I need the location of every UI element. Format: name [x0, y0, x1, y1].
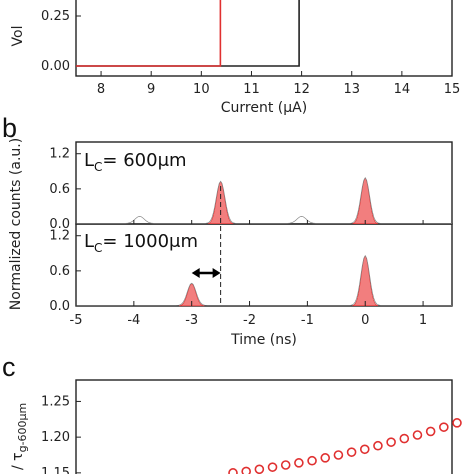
panel-b-xtick-label: -5 — [70, 313, 83, 328]
panel-b-trace — [76, 254, 452, 306]
panel-c-letter: c — [2, 352, 16, 382]
panel-a-ylabel: Vol — [10, 26, 26, 47]
panel-a-series-red — [76, 0, 222, 67]
panel-a-xticks: 8 9 10 11 12 13 14 15 — [97, 71, 460, 97]
panel-a-xtick-label: 10 — [193, 82, 210, 97]
lc-1000-label-value: = 1000μm — [102, 231, 198, 252]
panel-b-content: 0.00.61.20.00.61.2-5 -4 -3 -2 -1 0 1 — [49, 147, 452, 328]
panel-c-point — [241, 466, 251, 474]
panel-c: c / τg-600μm 1.15 1.20 1.25 — [2, 352, 462, 474]
lc-600-label: LC= 600μm — [84, 150, 187, 174]
panel-b-ylabel: Normalized counts (a.u.) — [8, 138, 24, 310]
panel-a-series-black — [76, 0, 300, 67]
panel-c-ytick-label: 1.15 — [41, 466, 70, 474]
panel-c-point — [412, 430, 423, 440]
panel-b-ytick-label: 0.6 — [49, 264, 70, 279]
panel-c-point — [307, 455, 317, 466]
panel-c-point — [254, 464, 265, 474]
panel-a-yticks: 0.00 0.25 — [41, 9, 81, 74]
panel-b-arrow-head-left — [191, 268, 200, 278]
panel-c-ylabel: / τg-600μm — [10, 403, 29, 470]
panel-b-xtick-label: 0 — [361, 313, 369, 328]
panel-c-frame — [75, 379, 453, 474]
panel-a-xtick-label: 8 — [97, 82, 105, 97]
lc-600-label-value: = 600μm — [102, 150, 186, 171]
panel-c-ytick-label: 1.20 — [41, 430, 70, 445]
panel-c-ylabel-sub: g-600μm — [16, 403, 29, 453]
panel-b-peak — [178, 283, 205, 307]
panel-a-xtick-label: 11 — [243, 82, 260, 97]
panel-a-ytick-label: 0.00 — [41, 59, 70, 74]
panel-c-point — [280, 460, 291, 470]
panel-c-point — [373, 440, 383, 451]
panel-a-xtick-label: 9 — [147, 82, 155, 97]
panel-b-ytick-label: 1.2 — [49, 147, 70, 162]
panel-b-xtick-label: -3 — [185, 313, 198, 328]
panel-c-point — [452, 418, 462, 428]
panel-b-ytick-label: 0.0 — [49, 299, 70, 314]
panel-a-xtick-label: 15 — [444, 82, 461, 97]
panel-a-xtick-label: 12 — [293, 82, 310, 97]
panel-c-point — [399, 433, 410, 444]
lc-600-label-sub: C — [94, 160, 102, 174]
panel-b: b Normalized counts (a.u.) 0.00.61.20.00… — [2, 113, 453, 348]
panel-b-ytick-label: 0.6 — [49, 182, 70, 197]
panel-a-series — [76, 0, 300, 67]
panel-c-point — [386, 437, 396, 447]
panel-b-ytick-label: 0.0 — [49, 217, 70, 232]
panel-b-arrow-head-right — [212, 268, 221, 278]
panel-b-xtick-label: -4 — [127, 313, 140, 328]
lc-1000-label-main: L — [84, 231, 94, 252]
panel-a-ytick-label: 0.25 — [41, 9, 70, 24]
panel-b-trace — [76, 177, 452, 224]
panel-a-xtick-label: 14 — [394, 82, 411, 97]
panel-c-point — [320, 453, 331, 463]
panel-b-letter: b — [2, 113, 17, 143]
panel-a-xlabel: Current (μA) — [221, 100, 307, 116]
panel-c-point — [267, 462, 278, 472]
panel-c-point — [333, 450, 344, 460]
lc-1000-label-sub: C — [94, 241, 102, 255]
panel-b-bottom-frame — [75, 223, 453, 307]
panel-b-xtick-label: -2 — [243, 313, 256, 328]
panel-b-ytick-label: 1.2 — [49, 229, 70, 244]
panel-a-xtick-label: 13 — [343, 82, 360, 97]
lc-1000-label: LC= 1000μm — [84, 231, 198, 255]
panel-a: Vol 0.00 0.25 8 9 10 11 12 13 14 15 Current (μA) — [10, 0, 460, 116]
panel-c-point — [425, 426, 436, 437]
panel-c-content: 1.15 1.20 1.25 — [41, 394, 462, 474]
panel-c-point — [294, 458, 304, 468]
panel-c-ytick-label: 1.25 — [41, 394, 70, 409]
panel-b-xtick-label: -1 — [301, 313, 314, 328]
panel-b-xtick-label: 1 — [419, 313, 427, 328]
panel-c-point — [346, 447, 357, 457]
panel-a-frame — [75, 0, 453, 77]
panel-c-point — [359, 444, 370, 455]
lc-600-label-main: L — [84, 150, 94, 171]
panel-c-point — [439, 422, 449, 432]
panel-b-xlabel: Time (ns) — [230, 332, 297, 348]
panel-c-ylabel-main: / τ — [10, 452, 26, 470]
panel-c-point — [228, 468, 238, 474]
